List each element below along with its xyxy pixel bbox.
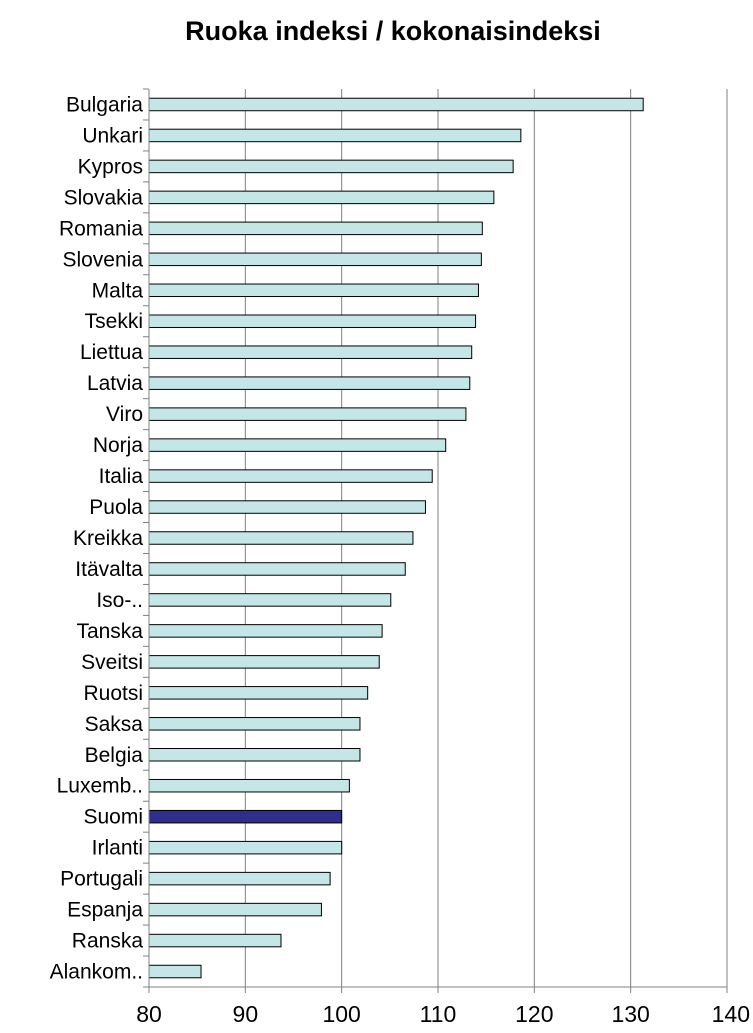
category-label-18: Sveitsi — [81, 651, 143, 674]
bar-27 — [148, 933, 282, 948]
bar-22 — [148, 778, 350, 793]
chart-title: Ruoka indeksi / kokonaisindeksi — [185, 16, 601, 46]
bar-8 — [148, 345, 473, 359]
bar-1 — [148, 128, 522, 143]
category-label-11: Norja — [93, 434, 144, 457]
category-label-27: Ranska — [72, 930, 144, 953]
category-label-28: Alankom.. — [50, 961, 143, 984]
axes — [143, 88, 728, 993]
category-label-7: Tsekki — [85, 310, 143, 333]
bar-12 — [148, 469, 433, 483]
bar-10 — [148, 407, 467, 421]
x-tick-label-90: 90 — [233, 1001, 259, 1027]
bar-11 — [148, 438, 447, 452]
category-label-26: Espanja — [67, 899, 143, 922]
bar-6 — [148, 283, 479, 298]
category-label-0: Bulgaria — [66, 93, 143, 116]
bar-17 — [148, 624, 383, 638]
category-label-15: Itävalta — [75, 558, 143, 581]
bar-3 — [148, 190, 495, 205]
bar-9 — [148, 376, 471, 390]
bar-14 — [148, 531, 414, 545]
bar-13 — [148, 500, 426, 514]
category-label-10: Viro — [106, 403, 143, 426]
category-label-5: Slovenia — [62, 248, 143, 271]
x-tick-label-100: 100 — [322, 1001, 360, 1027]
category-label-25: Portugali — [60, 868, 143, 891]
x-tick-label-110: 110 — [420, 1001, 457, 1027]
category-label-9: Latvia — [87, 372, 143, 395]
bar-23 — [148, 809, 343, 824]
x-tick-label-120: 120 — [515, 1001, 553, 1027]
category-label-20: Saksa — [85, 713, 144, 736]
bar-19 — [148, 686, 369, 700]
category-label-19: Ruotsi — [83, 682, 143, 705]
bar-28 — [148, 964, 202, 979]
bar-2 — [148, 159, 514, 174]
bar-5 — [148, 252, 482, 267]
bar-16 — [148, 593, 392, 607]
bar-21 — [148, 748, 361, 762]
category-labels: Bulgaria Unkari Kypros Slovakia Romania Slove… — [50, 93, 144, 983]
bar-15 — [148, 562, 406, 576]
bar-7 — [148, 314, 477, 328]
category-label-14: Kreikka — [73, 527, 143, 550]
bar-18 — [148, 655, 380, 669]
category-label-21: Belgia — [85, 744, 144, 767]
tick-labels: 80 90 100 110 120 130 140 — [136, 1001, 750, 1027]
category-label-13: Puola — [89, 496, 143, 519]
bar-0 — [148, 97, 644, 112]
category-label-12: Italia — [99, 465, 144, 488]
category-label-1: Unkari — [82, 124, 143, 147]
bar-26 — [148, 902, 322, 917]
bar-24 — [148, 840, 343, 855]
x-tick-label-130: 130 — [611, 1001, 649, 1027]
bars — [148, 97, 644, 979]
category-label-4: Romania — [59, 217, 143, 240]
x-tick-label-80: 80 — [136, 1001, 162, 1027]
bar-25 — [148, 871, 331, 886]
bar-4 — [148, 221, 483, 236]
category-label-2: Kypros — [78, 155, 143, 178]
category-label-3: Slovakia — [64, 186, 144, 209]
category-label-17: Tanska — [76, 620, 143, 643]
gridlines — [244, 89, 728, 987]
category-label-6: Malta — [92, 279, 144, 302]
category-label-8: Liettua — [80, 341, 143, 364]
category-label-24: Irlanti — [92, 837, 143, 860]
category-label-16: Iso-.. — [96, 589, 143, 612]
category-label-23: Suomi — [83, 806, 143, 829]
x-tick-label-140: 140 — [712, 1001, 750, 1027]
bar-20 — [148, 717, 361, 731]
category-label-22: Luxemb.. — [57, 775, 143, 798]
